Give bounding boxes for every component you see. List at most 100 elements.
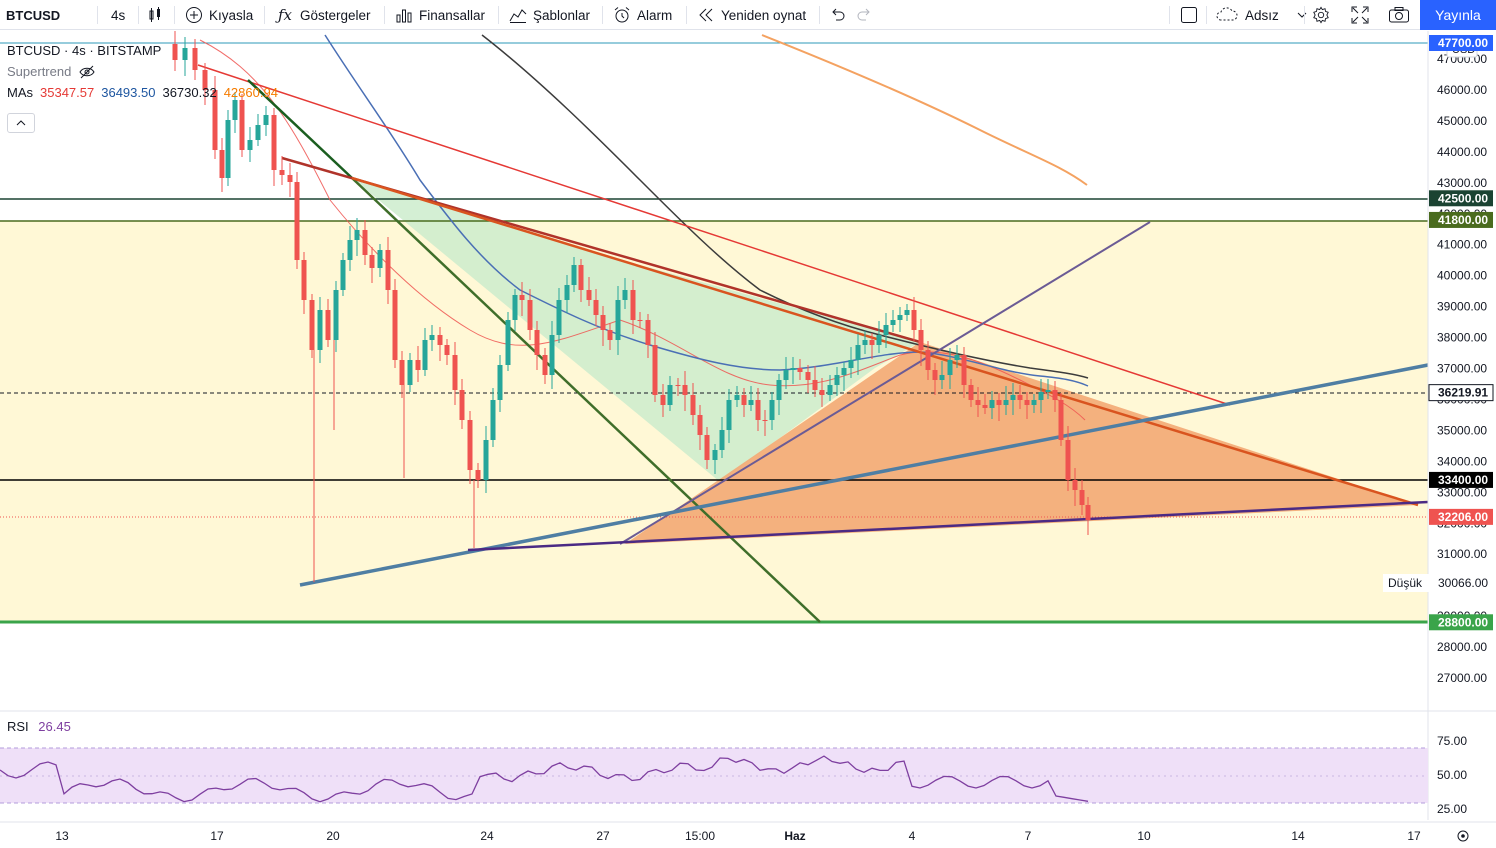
candle — [932, 363, 938, 395]
candle — [490, 388, 496, 447]
time-tick: 20 — [326, 829, 340, 843]
candle — [483, 426, 489, 493]
candle — [549, 321, 555, 389]
settings-button[interactable] — [1312, 0, 1336, 30]
financials-button[interactable]: Finansallar — [395, 0, 485, 30]
legend-mas[interactable]: MAs 35347.57 36493.50 36730.32 42860.94 — [7, 82, 278, 103]
candle — [392, 279, 398, 368]
candle — [263, 106, 269, 136]
candle — [512, 289, 518, 331]
candle — [467, 411, 473, 484]
candle — [459, 379, 465, 429]
square-icon — [1180, 6, 1198, 24]
indicators-button[interactable]: ƒx Göstergeler — [276, 0, 371, 30]
candle — [172, 31, 178, 71]
time-tick: 13 — [55, 829, 69, 843]
price-tick: 39000.00 — [1437, 300, 1487, 314]
rsi-line — [0, 755, 1089, 803]
redo-button[interactable] — [856, 0, 880, 30]
price-chart[interactable]: 47000.0046000.0045000.0044000.0043000.00… — [0, 31, 1496, 848]
candle — [855, 334, 861, 375]
candle — [682, 371, 688, 411]
layout-name-button[interactable]: Adsız — [1215, 0, 1311, 30]
candle — [637, 312, 643, 328]
orange-upper-trendline[interactable] — [351, 176, 1419, 507]
price-tick: 27000.00 — [1437, 671, 1487, 685]
rsi-label: RSI — [7, 719, 29, 734]
time-axis[interactable]: 13 17 20 24 27 15:00 Haz 4 7 10 14 17 — [55, 829, 1421, 843]
price-tick: 33000.00 — [1437, 485, 1487, 499]
toolbar-divider — [138, 6, 139, 24]
rsi-legend[interactable]: RSI 26.45 — [7, 719, 71, 734]
alert-button[interactable]: Alarm — [613, 0, 672, 30]
candle — [542, 348, 548, 384]
price-tick: 40000.00 — [1437, 269, 1487, 283]
candle — [734, 386, 740, 407]
candle — [954, 345, 960, 368]
candle — [1024, 392, 1030, 419]
candle — [294, 172, 300, 269]
candle — [1031, 394, 1037, 413]
legend-title[interactable]: BTCUSD · 4s · BITSTAMP — [7, 43, 162, 58]
compare-button[interactable]: Kıyasla — [185, 0, 253, 30]
price-label[interactable]: 28800.00 — [1429, 614, 1493, 631]
eye-hidden-icon[interactable] — [79, 65, 95, 79]
replay-button[interactable]: Yeniden oynat — [697, 0, 806, 30]
price-label-text: 47700.00 — [1438, 36, 1488, 50]
candle — [527, 289, 533, 340]
candle — [333, 281, 339, 352]
time-tick: 7 — [1025, 829, 1032, 843]
price-label[interactable]: 32206.00 — [1429, 508, 1493, 525]
candle — [279, 156, 285, 185]
undo-button[interactable] — [828, 0, 852, 30]
price-label[interactable]: 47700.00 — [1429, 35, 1493, 51]
legend-collapse-button[interactable] — [7, 113, 35, 133]
plus-circle-icon — [185, 6, 203, 24]
templates-button[interactable]: Şablonlar — [509, 0, 590, 30]
time-tick: 14 — [1291, 829, 1305, 843]
price-tick: 37000.00 — [1437, 362, 1487, 376]
chart-style-button[interactable] — [146, 0, 170, 30]
price-label-text: 33400.00 — [1438, 473, 1488, 487]
candle — [897, 307, 903, 332]
candle — [437, 327, 443, 361]
candles-group — [172, 31, 1091, 582]
candle — [422, 328, 428, 376]
price-label[interactable]: 36219.91 — [1428, 384, 1494, 402]
low-marker-value: 30066.00 — [1438, 576, 1488, 590]
layout-toggle-button[interactable] — [1180, 0, 1204, 30]
candle — [578, 259, 584, 302]
price-label-text: 36219.91 — [1438, 386, 1488, 400]
ma-blue-line — [324, 34, 1089, 387]
descending-red-trendline[interactable] — [197, 64, 1231, 406]
gear-icon-center — [1461, 834, 1465, 838]
price-label[interactable]: 42500.00 — [1429, 190, 1493, 207]
legend-supertrend[interactable]: Supertrend — [7, 61, 278, 82]
price-label[interactable]: 41800.00 — [1429, 211, 1493, 228]
candle — [607, 323, 613, 350]
publish-button[interactable]: Yayınla — [1420, 0, 1496, 30]
candle — [399, 351, 405, 398]
fullscreen-button[interactable] — [1351, 0, 1375, 30]
candle — [975, 387, 981, 417]
mas-label: MAs — [7, 85, 33, 100]
candle — [925, 341, 931, 380]
candle — [301, 252, 307, 314]
candle — [556, 288, 562, 343]
candle — [834, 367, 840, 396]
camera-icon — [1388, 6, 1410, 24]
symbol-search-button[interactable]: BTCUSD — [6, 7, 61, 23]
toolbar-divider — [1304, 6, 1305, 24]
price-label[interactable]: 33400.00 — [1429, 471, 1493, 488]
snapshot-button[interactable] — [1388, 0, 1416, 30]
price-axis[interactable] — [1428, 31, 1496, 711]
purple-lower-trendline[interactable] — [467, 500, 1429, 552]
candle — [255, 114, 261, 146]
green-descending-trendline[interactable] — [351, 177, 821, 623]
candle — [385, 237, 391, 304]
interval-button[interactable]: 4s — [111, 7, 126, 23]
axis-settings-button[interactable] — [1457, 830, 1469, 842]
steep-green-trendline[interactable] — [247, 79, 353, 179]
purple-ascending-trendline[interactable] — [619, 221, 1151, 545]
candle — [660, 384, 666, 417]
